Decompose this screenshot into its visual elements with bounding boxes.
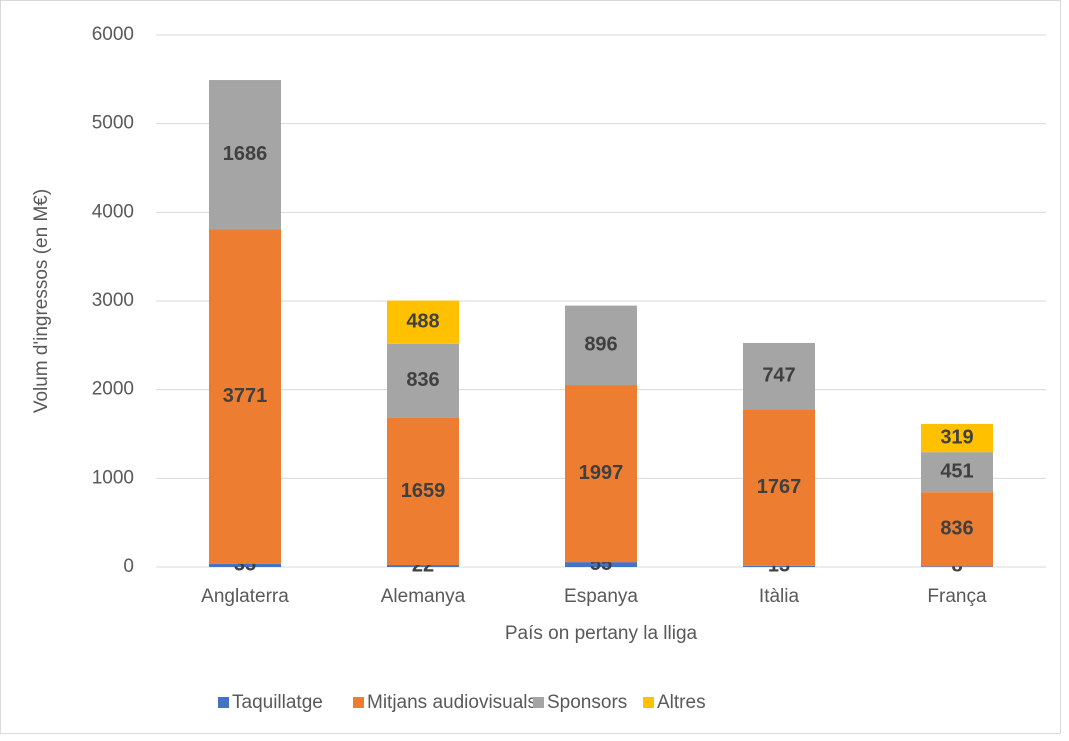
bar-segment (743, 409, 815, 566)
y-tick-label: 2000 (92, 379, 134, 400)
data-label: 1997 (579, 462, 624, 484)
y-tick-label: 4000 (92, 201, 134, 222)
bar-segment (209, 80, 281, 230)
x-tick-label: Anglaterra (201, 586, 289, 607)
legend-swatch (218, 697, 229, 708)
data-label: 1686 (223, 143, 268, 165)
bar-segment (921, 452, 993, 493)
bar-segment (387, 417, 459, 566)
bar-segment (387, 565, 459, 567)
bar-segment (209, 563, 281, 567)
x-tick-label: Itàlia (759, 586, 800, 607)
y-tick-label: 1000 (92, 467, 134, 488)
x-tick-label: Alemanya (381, 586, 466, 607)
y-tick-label: 3000 (92, 290, 134, 311)
bar-segment (743, 342, 815, 410)
legend-swatch (353, 697, 364, 708)
data-label: 836 (940, 518, 973, 540)
bar-segment (565, 385, 637, 563)
bar-segment (565, 305, 637, 386)
y-tick-label: 6000 (92, 24, 134, 45)
data-label: 451 (940, 460, 973, 482)
legend-label: Sponsors (547, 692, 627, 713)
bar-segment (921, 423, 993, 453)
legend-label: Altres (657, 692, 706, 713)
x-tick-label: Espanya (564, 586, 638, 607)
bar-segment (921, 566, 993, 567)
y-tick-label: 0 (123, 556, 134, 577)
y-axis-label: Volum d'ingressos (en M€) (31, 189, 52, 413)
data-label: 1767 (757, 476, 802, 498)
data-label: 896 (584, 334, 617, 356)
data-label: 488 (406, 310, 439, 332)
legend-swatch (643, 697, 654, 708)
bar-segment (921, 492, 993, 567)
legend-label: Mitjans audiovisuals (367, 692, 537, 713)
data-label: 3771 (223, 385, 268, 407)
x-axis-label: País on pertany la lliga (505, 623, 698, 644)
bar-segment (387, 343, 459, 418)
data-label: 1659 (401, 480, 446, 502)
bar-segment (743, 565, 815, 567)
data-label: 747 (762, 364, 795, 386)
bar-segment (565, 562, 637, 567)
y-tick-label: 5000 (92, 113, 134, 134)
x-tick-label: França (927, 586, 987, 607)
legend-label: Taquillatge (232, 692, 323, 713)
data-label: 836 (406, 369, 439, 391)
legend-swatch (533, 697, 544, 708)
data-label: 319 (940, 426, 973, 448)
bar-segment (209, 229, 281, 564)
bar-segment (387, 300, 459, 344)
